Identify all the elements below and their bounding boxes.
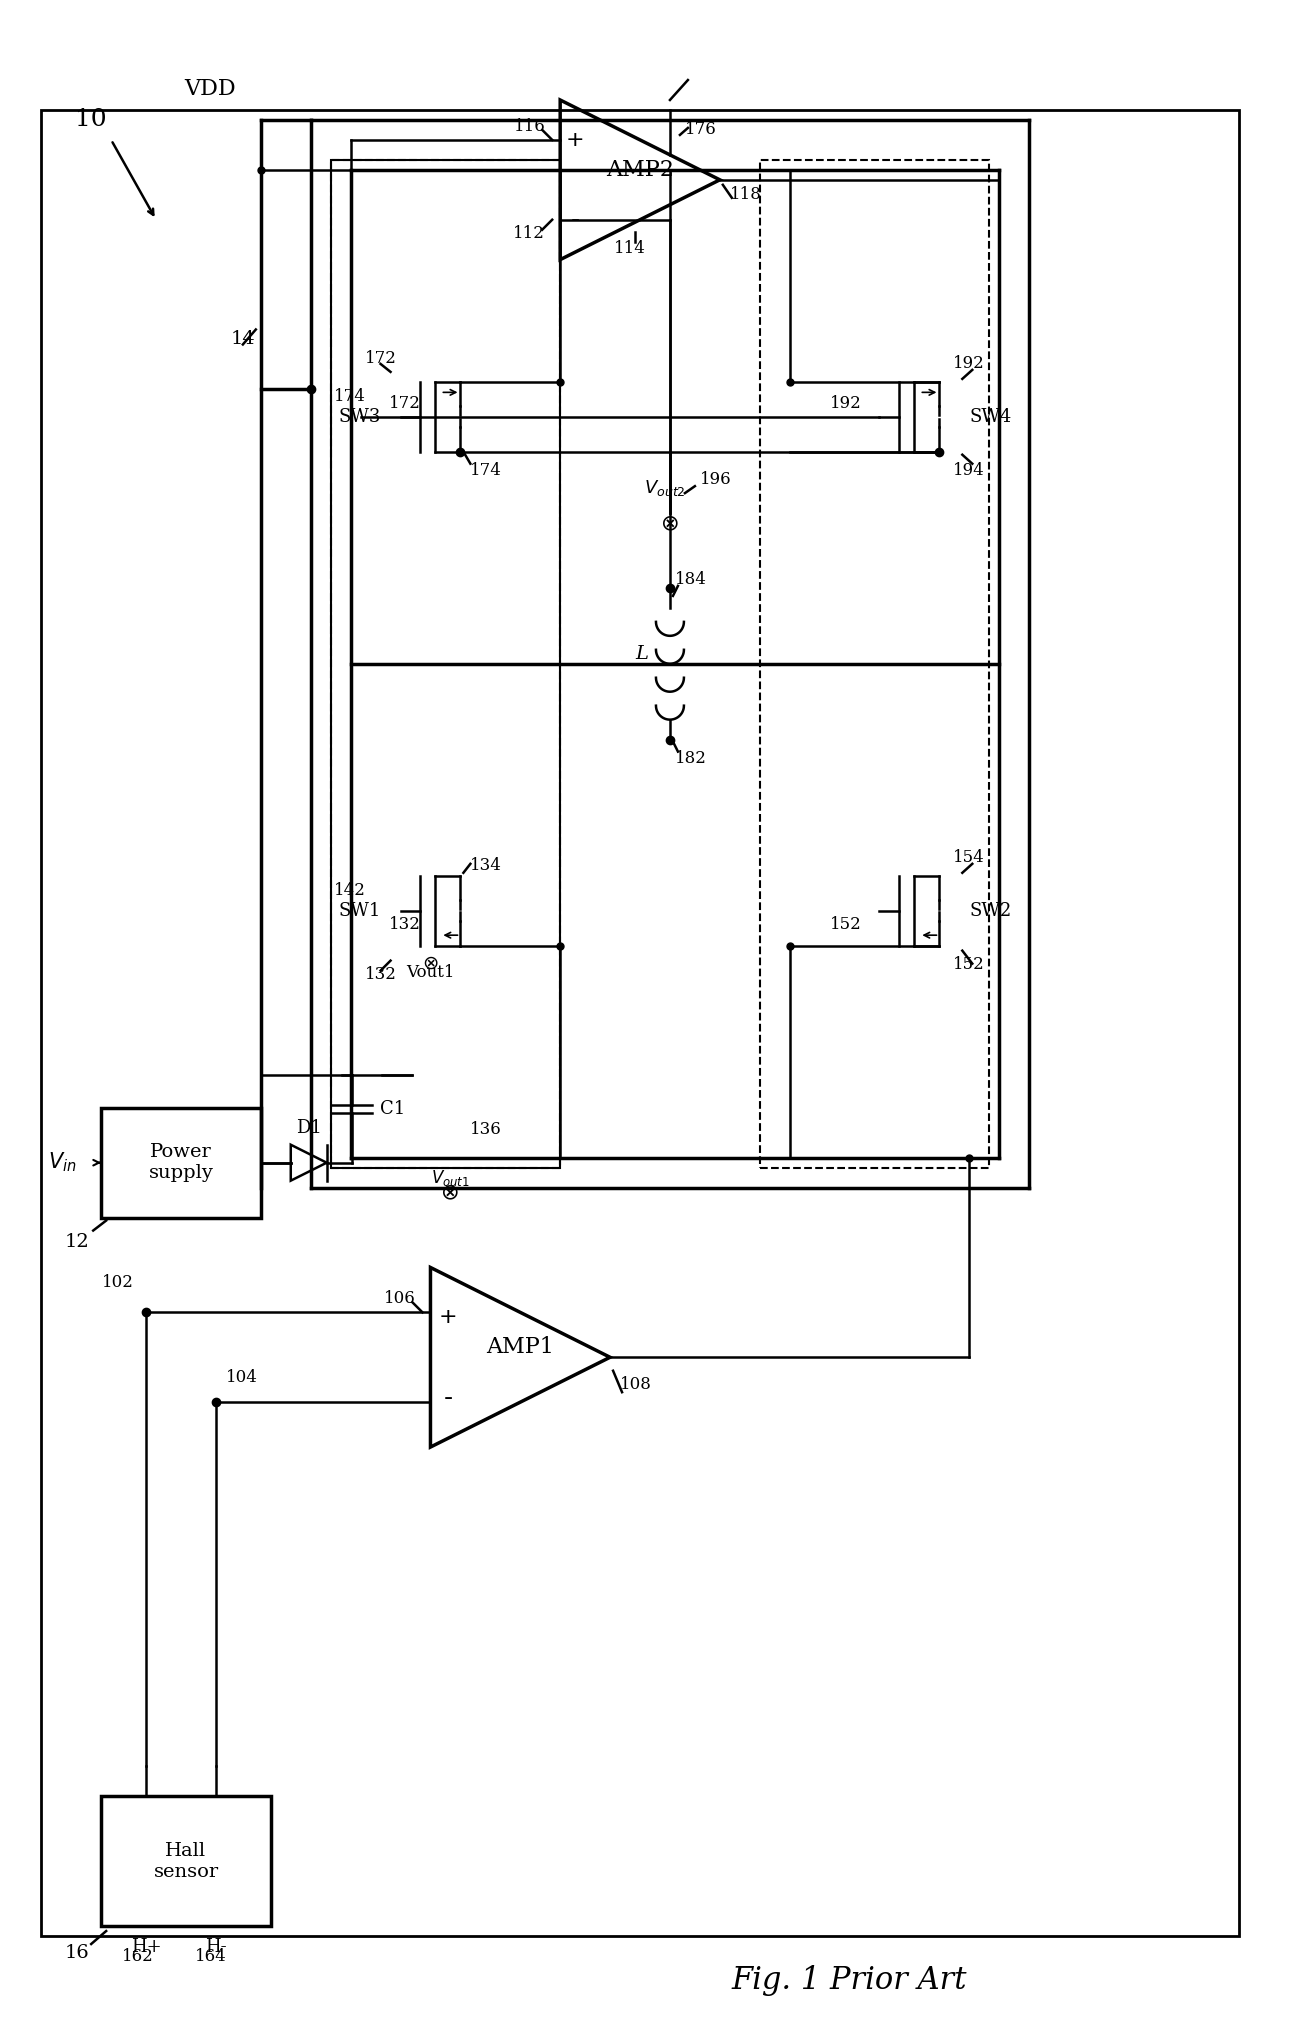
Text: 192: 192	[829, 395, 862, 412]
Text: 132: 132	[365, 966, 396, 982]
Text: SW3: SW3	[338, 408, 381, 426]
Text: 132: 132	[388, 915, 421, 933]
Text: 108: 108	[620, 1376, 651, 1392]
Text: SW1: SW1	[338, 901, 381, 919]
Text: 164: 164	[195, 1948, 227, 1965]
Text: 112: 112	[513, 224, 546, 243]
Text: ⊗: ⊗	[660, 514, 680, 534]
Text: 182: 182	[675, 750, 707, 766]
Text: 136: 136	[471, 1121, 502, 1137]
Text: 102: 102	[102, 1274, 134, 1290]
Bar	[101, 1795, 271, 1926]
Text: 172: 172	[365, 351, 396, 367]
Text: C1: C1	[379, 1101, 405, 1117]
Text: ⊗: ⊗	[441, 1182, 459, 1202]
Text: 142: 142	[334, 882, 365, 899]
Bar	[41, 110, 1238, 1936]
Text: 12: 12	[64, 1233, 89, 1251]
Text: -: -	[444, 1386, 453, 1410]
Text: H-: H-	[205, 1938, 227, 1956]
Text: ⊗: ⊗	[422, 954, 439, 972]
Text: Vout1: Vout1	[406, 964, 454, 980]
Text: SW2: SW2	[969, 901, 1011, 919]
Text: 10: 10	[75, 108, 107, 130]
Text: H+: H+	[130, 1938, 161, 1956]
Text: 152: 152	[953, 956, 986, 972]
Text: $V_{in}$: $V_{in}$	[48, 1151, 76, 1174]
Text: -: -	[570, 208, 579, 232]
Text: Power
supply: Power supply	[148, 1143, 213, 1182]
Bar	[101, 1109, 261, 1217]
Text: 154: 154	[953, 850, 986, 866]
Text: 194: 194	[953, 463, 986, 479]
Text: SW4: SW4	[969, 408, 1011, 426]
Text: $V_{out1}$: $V_{out1}$	[431, 1168, 470, 1188]
Text: VDD: VDD	[184, 77, 236, 100]
Text: +: +	[439, 1306, 458, 1327]
Bar	[330, 159, 560, 1168]
Text: 114: 114	[614, 240, 646, 257]
Text: AMP1: AMP1	[486, 1337, 555, 1357]
Text: Fig. 1 Prior Art: Fig. 1 Prior Art	[731, 1965, 968, 1997]
Text: +: +	[566, 130, 584, 151]
Text: AMP2: AMP2	[606, 159, 673, 181]
Text: $V_{out2}$: $V_{out2}$	[644, 479, 686, 497]
Text: L: L	[635, 644, 648, 662]
Text: 14: 14	[231, 330, 255, 348]
Text: 176: 176	[685, 122, 717, 139]
Text: 172: 172	[388, 395, 421, 412]
Text: Hall
sensor: Hall sensor	[154, 1842, 218, 1881]
Text: 16: 16	[64, 1944, 89, 1963]
Text: D1: D1	[295, 1119, 321, 1137]
Text: 196: 196	[700, 471, 731, 489]
Text: 152: 152	[829, 915, 862, 933]
Text: 174: 174	[334, 389, 365, 406]
Text: 162: 162	[123, 1948, 154, 1965]
Text: 134: 134	[471, 858, 502, 874]
Text: 192: 192	[953, 355, 986, 371]
Text: 118: 118	[730, 185, 761, 204]
Text: 184: 184	[675, 571, 707, 587]
Text: 116: 116	[513, 118, 546, 135]
Text: 106: 106	[383, 1290, 415, 1308]
Text: 174: 174	[471, 463, 502, 479]
Text: 104: 104	[226, 1370, 258, 1386]
